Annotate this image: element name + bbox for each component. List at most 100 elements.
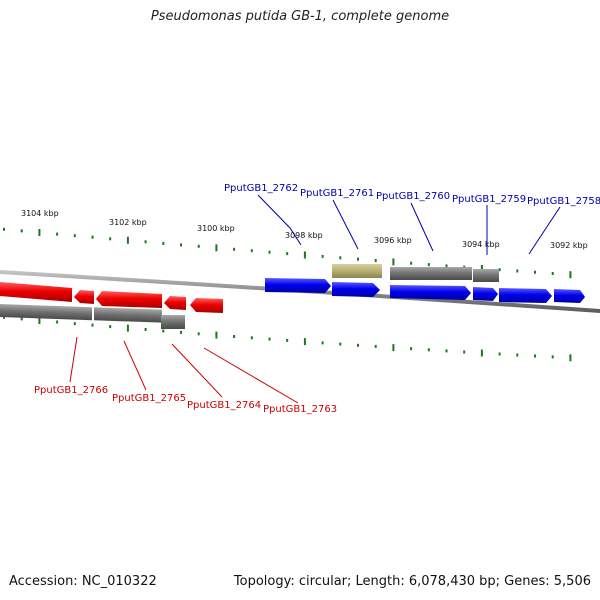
tick-mark-inner [498, 352, 501, 356]
tick-mark-inner [268, 337, 271, 341]
gene-2758-arrow-b[interactable] [554, 289, 585, 303]
tick-mark-inner [357, 343, 359, 347]
tick-mark-outer [20, 229, 23, 233]
tick-mark-outer [162, 241, 165, 245]
tick-mark-inner [321, 341, 324, 345]
tick-mark-outer [3, 227, 5, 231]
tick-mark-outer [91, 235, 94, 239]
tick-mark-outer [250, 249, 253, 253]
tick-mark-inner [91, 323, 94, 327]
tick-mark-outer [392, 258, 395, 266]
gene-2765a-arrow[interactable] [74, 290, 94, 304]
tick-mark-outer [286, 252, 289, 256]
tick-mark-outer [410, 261, 413, 265]
gene-2763-arrow[interactable] [190, 298, 223, 313]
top-leader-lines [257, 194, 561, 255]
tick-mark-outer [144, 240, 147, 244]
tick-mark-outer [109, 237, 112, 241]
leader-2760 [410, 202, 434, 252]
tick-mark-outer [516, 269, 519, 273]
tick-mark-outer [339, 256, 342, 260]
gene-label-top[interactable]: PputGB1_2761 [300, 188, 374, 199]
kbp-label: 3096 kbp [374, 236, 412, 245]
kbp-label: 3098 kbp [285, 231, 323, 240]
tick-mark-inner [427, 348, 430, 352]
cds-2764[interactable] [161, 315, 185, 329]
tick-mark-inner [250, 336, 253, 340]
tick-mark-inner [534, 354, 536, 358]
kbp-label: 3100 kbp [197, 224, 235, 233]
cds-2765[interactable] [94, 307, 162, 323]
gene-2765-arrow[interactable] [96, 291, 162, 308]
tick-mark-inner [215, 331, 218, 339]
tick-mark-inner [197, 332, 200, 336]
tick-mark-outer [73, 234, 76, 238]
gene-label-top[interactable]: PputGB1_2758 [527, 196, 600, 207]
tick-mark-inner [73, 322, 76, 326]
tick-mark-inner [20, 317, 23, 321]
accession-text: Accession: NC_010322 [9, 574, 157, 589]
kbp-label: 3104 kbp [21, 209, 59, 218]
tick-mark-inner [339, 342, 342, 346]
tick-mark-outer [215, 244, 218, 252]
gene-2766-arrow[interactable] [0, 282, 72, 302]
tick-mark-inner [286, 338, 289, 342]
tick-mark-inner [233, 335, 236, 338]
gene-label-top[interactable]: PputGB1_2759 [452, 194, 526, 205]
tick-mark-outer [197, 244, 200, 248]
leader-2764 [171, 343, 223, 398]
tick-mark-inner [3, 315, 5, 319]
gene-label-top[interactable]: PputGB1_2760 [376, 191, 450, 202]
cds-2759[interactable] [473, 269, 499, 282]
gene-label-top[interactable]: PputGB1_2762 [224, 183, 298, 194]
tick-mark-outer [480, 265, 483, 272]
leader-2762 [257, 194, 302, 246]
tick-mark-inner [109, 325, 112, 329]
gene-label-bottom[interactable]: PputGB1_2766 [34, 385, 108, 396]
tick-mark-inner [126, 324, 129, 332]
tick-mark-outer [374, 259, 377, 262]
leader-2758 [528, 206, 561, 255]
tick-mark-inner [162, 329, 165, 333]
tick-mark-outer [56, 232, 59, 236]
bottom-leader-lines [69, 336, 299, 404]
tick-mark-outer [268, 250, 271, 254]
tick-mark-inner [56, 320, 59, 324]
gene-2759-arrow[interactable] [473, 287, 498, 301]
kbp-label: 3102 kbp [109, 218, 147, 227]
gene-label-bottom[interactable]: PputGB1_2764 [187, 400, 261, 411]
forward-strand-features [265, 264, 585, 303]
tick-mark-outer [321, 254, 324, 258]
gene-label-bottom[interactable]: PputGB1_2765 [112, 393, 186, 404]
gene-2762-arrow[interactable] [265, 278, 331, 293]
gene-2764-arrow[interactable] [164, 296, 186, 310]
leader-2765 [123, 340, 147, 391]
leader-2766 [69, 336, 78, 383]
gene-2760-arrow[interactable] [390, 285, 471, 300]
tick-mark-inner [551, 355, 554, 359]
gene-label-bottom[interactable]: PputGB1_2763 [263, 404, 337, 415]
map-title: Pseudomonas putida GB-1, complete genome [150, 9, 450, 24]
tick-mark-inner [410, 347, 413, 351]
ticks-outer [3, 227, 572, 279]
feature-2761-other[interactable] [332, 264, 382, 278]
tick-mark-inner [569, 354, 572, 362]
tick-mark-outer [126, 236, 129, 244]
tick-mark-inner [303, 338, 306, 346]
gene-2761-arrow[interactable] [332, 282, 380, 297]
tick-mark-outer [445, 264, 448, 268]
leader-2763 [203, 347, 299, 404]
tick-mark-outer [303, 251, 306, 259]
tick-mark-outer [569, 271, 572, 279]
tick-mark-outer [498, 268, 501, 272]
cds-2760[interactable] [390, 267, 472, 280]
tick-mark-inner [463, 350, 466, 354]
tick-mark-outer [357, 257, 359, 261]
tick-mark-outer [534, 270, 536, 274]
cds-2766[interactable] [0, 304, 92, 321]
gene-2758-arrow-a[interactable] [499, 288, 552, 303]
tick-mark-inner [480, 349, 483, 357]
reverse-strand-features [0, 282, 223, 329]
genome-info-text: Topology: circular; Length: 6,078,430 bp… [233, 574, 591, 589]
